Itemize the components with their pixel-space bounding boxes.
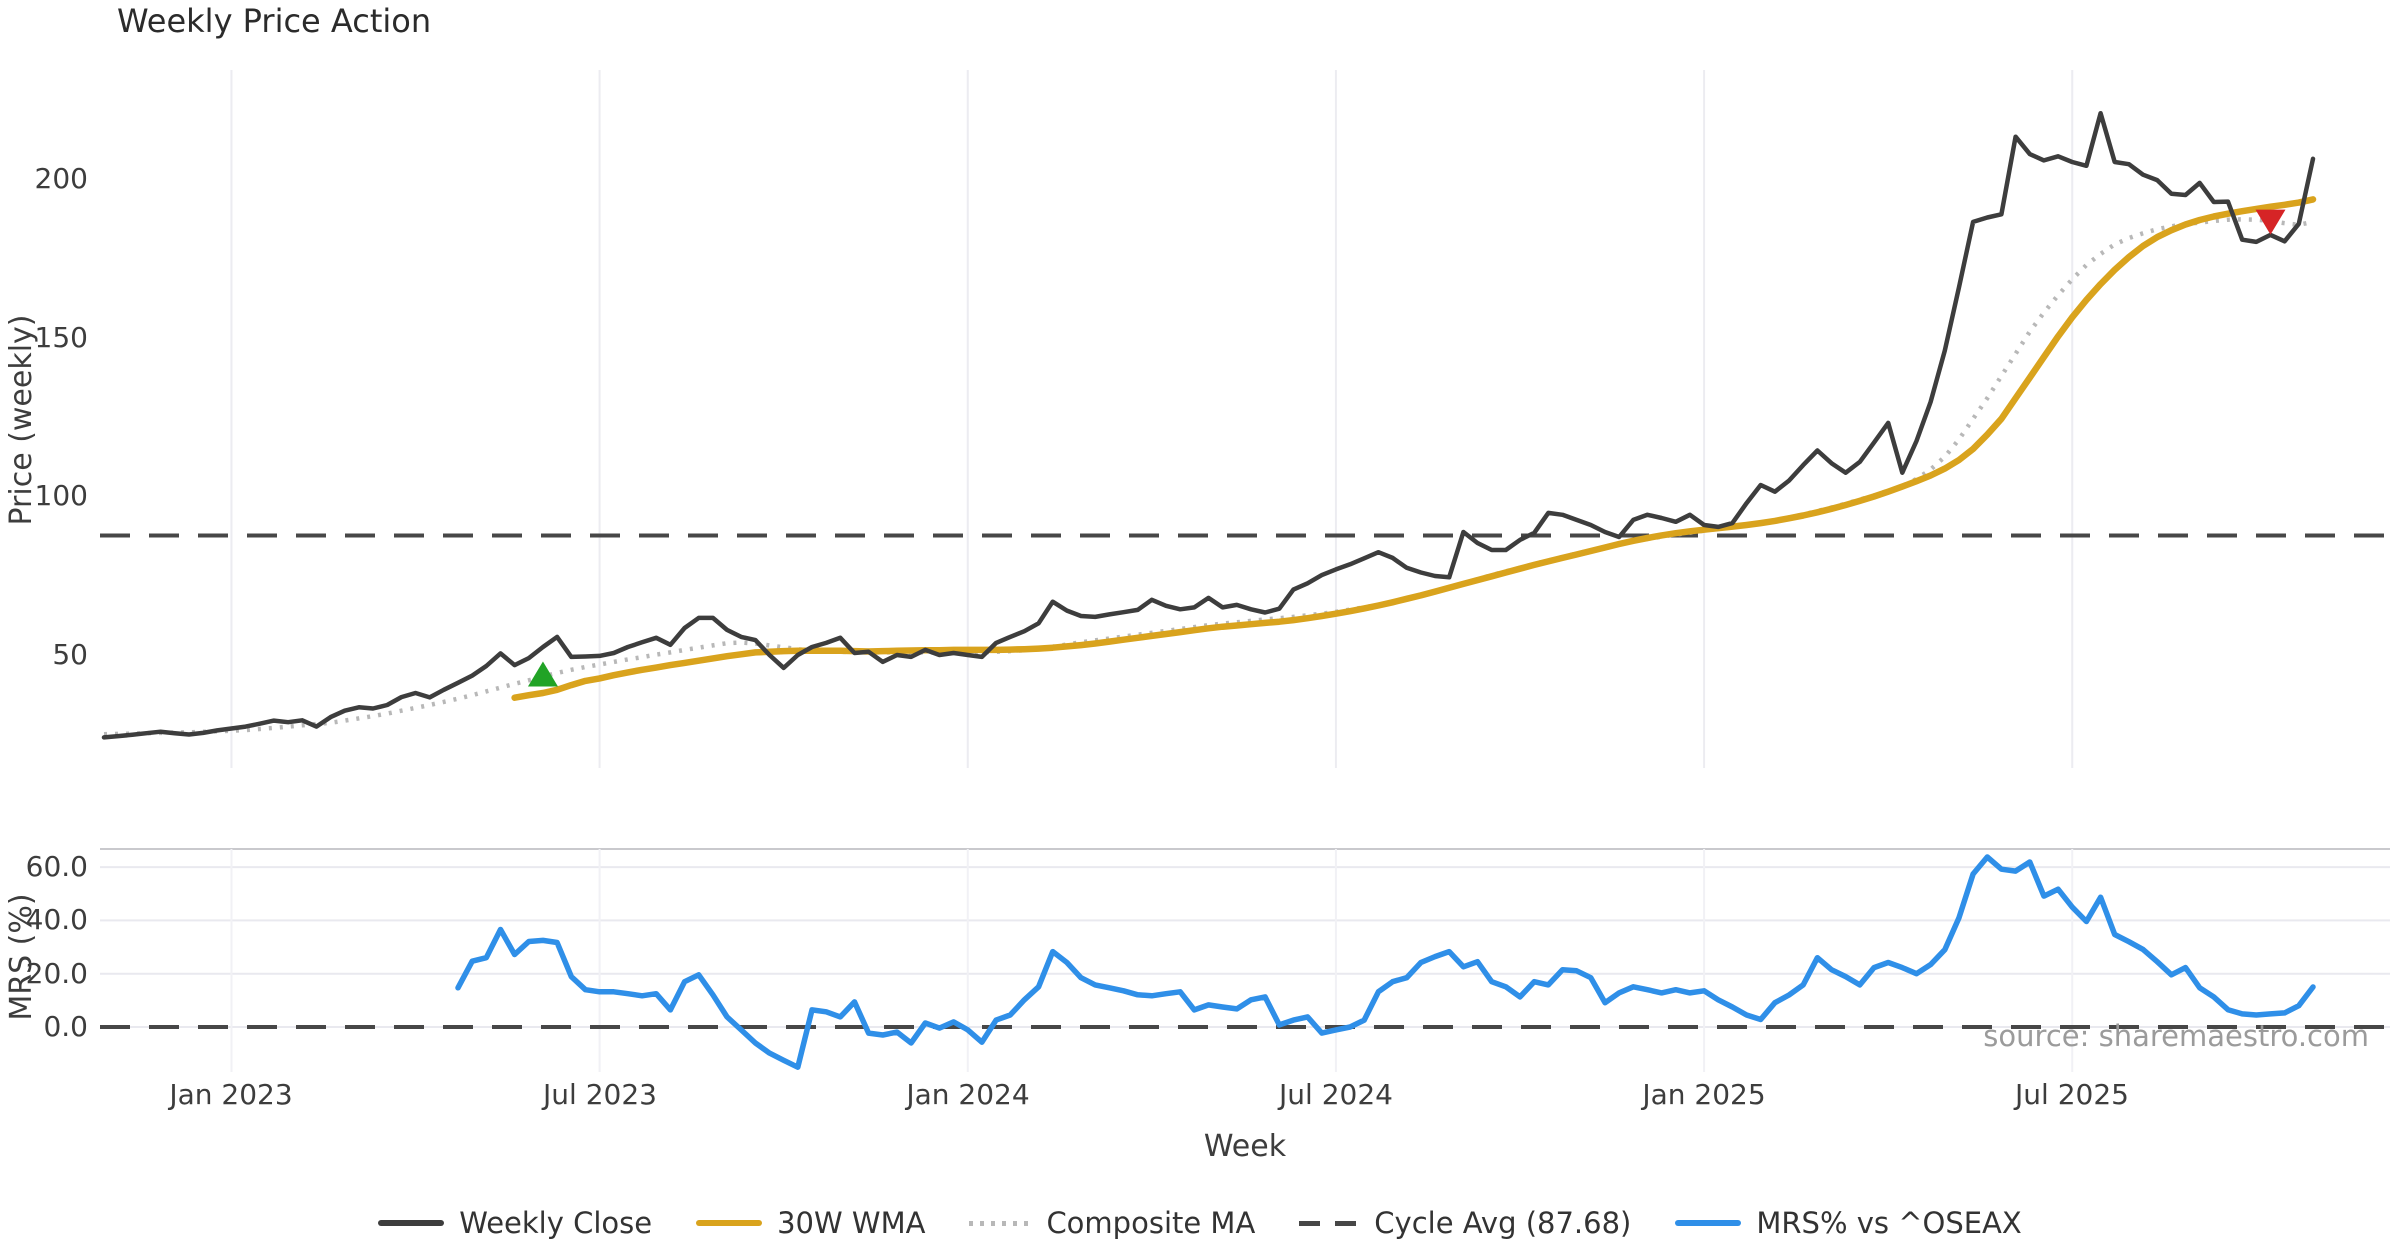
chart-legend: Weekly Close 30W WMA Composite MA Cycle … xyxy=(0,1206,2400,1240)
mrs-ytick-40: 40.0 xyxy=(25,903,88,936)
mrs-ytick-0: 0.0 xyxy=(43,1010,88,1043)
legend-label: Cycle Avg (87.68) xyxy=(1374,1206,1632,1240)
composite-ma-dotted-swatch-icon xyxy=(969,1220,1032,1226)
wma-line-swatch-icon xyxy=(696,1220,763,1226)
price-ytick-150: 150 xyxy=(34,321,88,354)
xtick-jan-2025: Jan 2025 xyxy=(1642,1078,1766,1111)
xtick-jan-2023: Jan 2023 xyxy=(169,1078,293,1111)
xtick-jul-2024: Jul 2024 xyxy=(1279,1078,1393,1111)
x-axis-label: Week xyxy=(1203,1129,1287,1164)
mrs-axis-label: MRS (%) xyxy=(4,893,39,1021)
weekly-close-line-swatch-icon xyxy=(378,1220,445,1226)
legend-label: MRS% vs ^OSEAX xyxy=(1756,1206,2022,1240)
legend-label: Weekly Close xyxy=(459,1206,653,1240)
legend-item-30w-wma: 30W WMA xyxy=(696,1206,925,1240)
page-title: Weekly Price Action xyxy=(117,2,432,40)
xtick-jan-2024: Jan 2024 xyxy=(906,1078,1030,1111)
legend-item-cycle-avg: Cycle Avg (87.68) xyxy=(1299,1206,1631,1240)
mrs-line-swatch-icon xyxy=(1675,1220,1742,1226)
xtick-jul-2023: Jul 2023 xyxy=(543,1078,657,1111)
legend-label: Composite MA xyxy=(1046,1206,1256,1240)
mrs-ytick-60: 60.0 xyxy=(25,850,88,883)
legend-item-mrs: MRS% vs ^OSEAX xyxy=(1675,1206,2022,1240)
price-ytick-100: 100 xyxy=(34,479,88,512)
legend-item-composite-ma: Composite MA xyxy=(969,1206,1255,1240)
legend-item-weekly-close: Weekly Close xyxy=(378,1206,652,1240)
legend-label: 30W WMA xyxy=(777,1206,926,1240)
price-ytick-50: 50 xyxy=(52,638,88,671)
mrs-ytick-20: 20.0 xyxy=(25,957,88,990)
source-note: source: sharemaestro.com xyxy=(1983,1019,2369,1053)
price-axis-label: Price (weekly) xyxy=(4,314,39,526)
cycle-avg-dashed-swatch-icon xyxy=(1299,1220,1360,1226)
xtick-jul-2025: Jul 2025 xyxy=(2015,1078,2129,1111)
price-ytick-200: 200 xyxy=(34,162,88,195)
